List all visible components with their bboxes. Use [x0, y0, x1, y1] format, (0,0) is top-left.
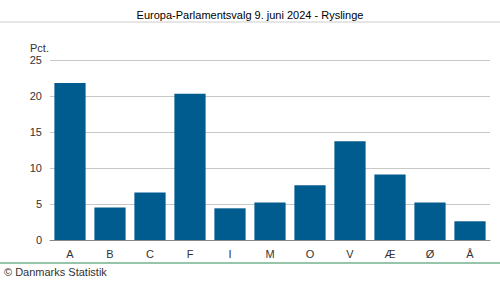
svg-text:O: O — [306, 248, 315, 260]
svg-text:C: C — [146, 248, 154, 260]
svg-text:Europa-Parlamentsvalg 9. juni: Europa-Parlamentsvalg 9. juni 2024 - Rys… — [137, 9, 364, 21]
svg-text:10: 10 — [30, 162, 42, 174]
svg-text:20: 20 — [30, 90, 42, 102]
svg-text:15: 15 — [30, 126, 42, 138]
svg-text:V: V — [346, 248, 354, 260]
svg-text:B: B — [106, 248, 113, 260]
svg-text:M: M — [265, 248, 274, 260]
svg-text:F: F — [187, 248, 194, 260]
svg-text:Pct.: Pct. — [30, 42, 49, 54]
svg-text:5: 5 — [36, 198, 42, 210]
svg-text:Ø: Ø — [426, 248, 435, 260]
svg-text:A: A — [66, 248, 74, 260]
svg-text:Å: Å — [466, 248, 474, 260]
svg-text:0: 0 — [36, 234, 42, 246]
svg-text:Æ: Æ — [385, 248, 396, 260]
svg-text:25: 25 — [30, 54, 42, 66]
svg-text:I: I — [228, 248, 231, 260]
svg-text:© Danmarks Statistik: © Danmarks Statistik — [4, 266, 107, 278]
